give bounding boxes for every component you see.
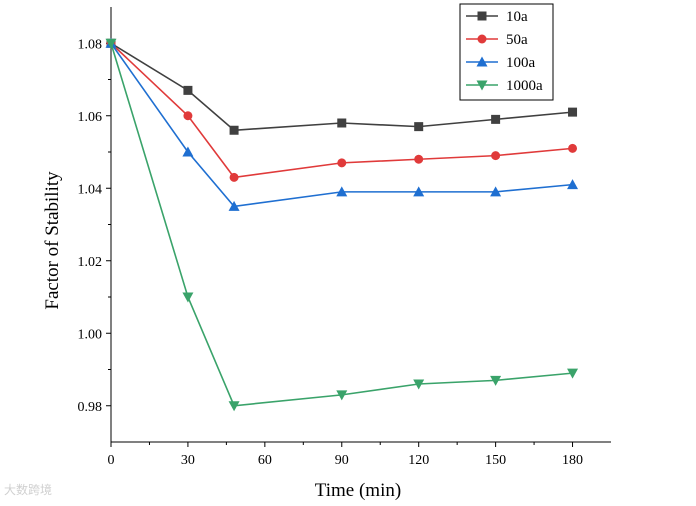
legend-item-50a: 50a bbox=[466, 32, 528, 48]
watermark-text: 大数跨境 bbox=[4, 483, 53, 497]
data-point-10a-48 bbox=[229, 125, 239, 135]
legend-item-1000a: 1000a bbox=[466, 78, 543, 94]
legend-marker-50a bbox=[477, 34, 487, 44]
x-tick-label-120: 120 bbox=[408, 453, 429, 468]
data-point-10a-30 bbox=[183, 85, 193, 95]
legend-marker-1000a bbox=[476, 80, 488, 91]
data-point-1000a-90 bbox=[336, 390, 348, 401]
data-point-10a-150 bbox=[491, 114, 501, 124]
x-axis-title: Time (min) bbox=[315, 480, 401, 501]
legend-label-10a: 10a bbox=[506, 9, 528, 25]
y-axis-title: Factor of Stability bbox=[42, 171, 63, 310]
legend-label-100a: 100a bbox=[506, 55, 536, 71]
y-tick-label-1.06: 1.06 bbox=[78, 110, 103, 125]
data-point-50a-48 bbox=[229, 172, 239, 182]
watermark-logo: 大数跨境 bbox=[4, 481, 52, 498]
y-tick-label-1.04: 1.04 bbox=[78, 182, 103, 197]
legend-label-1000a: 1000a bbox=[506, 78, 543, 94]
data-point-100a-150 bbox=[490, 186, 502, 197]
legend-item-10a: 10a bbox=[466, 9, 528, 25]
legend-marker-100a bbox=[476, 56, 488, 67]
data-point-10a-90 bbox=[337, 118, 347, 128]
data-point-50a-90 bbox=[337, 158, 347, 168]
data-point-100a-90 bbox=[336, 186, 348, 197]
legend-label-50a: 50a bbox=[506, 32, 528, 48]
x-tick-label-30: 30 bbox=[181, 453, 195, 468]
data-point-100a-180 bbox=[567, 179, 579, 190]
data-point-1000a-150 bbox=[490, 375, 502, 386]
series-1000a bbox=[105, 38, 579, 412]
series-group bbox=[105, 37, 579, 412]
data-point-50a-180 bbox=[568, 143, 578, 153]
data-point-50a-120 bbox=[414, 154, 424, 164]
x-tick-label-150: 150 bbox=[485, 453, 506, 468]
data-point-100a-120 bbox=[413, 186, 425, 197]
y-tick-label-1.00: 1.00 bbox=[78, 327, 103, 342]
y-tick-label-1.02: 1.02 bbox=[78, 255, 103, 270]
data-point-10a-180 bbox=[568, 107, 578, 117]
series-50a bbox=[106, 38, 578, 182]
legend-item-100a: 100a bbox=[466, 55, 536, 71]
data-point-1000a-48 bbox=[228, 401, 240, 412]
data-point-1000a-0 bbox=[105, 38, 117, 49]
x-tick-label-60: 60 bbox=[258, 453, 272, 468]
y-tick-label-0.98: 0.98 bbox=[78, 400, 103, 415]
series-100a bbox=[105, 37, 579, 211]
data-point-10a-120 bbox=[414, 122, 424, 132]
axes: 0 30 60 90 120 150 180 0.98 1.00 1.02 1.04 1.06 1.08… bbox=[42, 7, 611, 501]
legend: 10a 50a 100a 1000a bbox=[459, 3, 554, 101]
series-10a bbox=[106, 38, 578, 135]
x-tick-label-0: 0 bbox=[108, 453, 115, 468]
data-point-50a-150 bbox=[491, 151, 501, 161]
y-tick-label-1.08: 1.08 bbox=[78, 37, 103, 52]
data-point-1000a-180 bbox=[567, 368, 579, 379]
data-point-50a-30 bbox=[183, 111, 193, 121]
legend-marker-10a bbox=[477, 11, 487, 21]
x-tick-label-90: 90 bbox=[335, 453, 349, 468]
data-point-100a-48 bbox=[228, 200, 240, 211]
legend-box bbox=[459, 3, 554, 101]
data-point-1000a-30 bbox=[182, 292, 194, 303]
x-tick-label-180: 180 bbox=[562, 453, 583, 468]
data-point-1000a-120 bbox=[413, 379, 425, 390]
data-point-100a-30 bbox=[182, 146, 194, 157]
